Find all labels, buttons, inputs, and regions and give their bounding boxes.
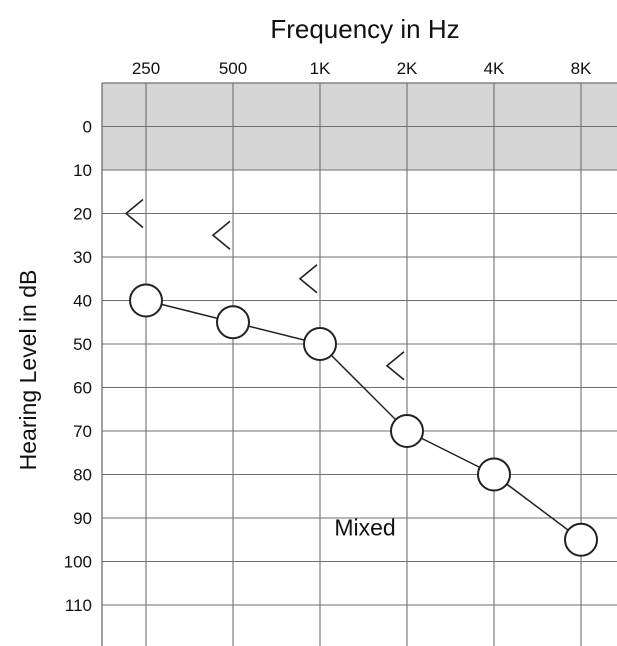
circle-marker [303,327,337,361]
bone-conduction-marker [124,198,144,229]
circle-marker [390,414,424,448]
y-tick-label: 10 [73,161,92,180]
y-tick-label: 20 [73,205,92,224]
y-tick-label: 40 [73,292,92,311]
circle-marker [564,522,598,557]
x-tick-labels: 250 500 1K 2K 4K 8K [132,59,592,78]
circle-marker [216,305,250,340]
x-tick-label: 2K [397,59,418,78]
circle-marker [477,457,511,492]
y-tick-label: 60 [73,379,92,398]
series-line-segment [493,473,582,541]
y-tick-label: 0 [83,118,92,137]
series-line-segment [319,343,408,432]
bone-conduction-marker [211,220,231,250]
y-tick-label: 90 [73,509,92,528]
circle-marker [129,283,163,318]
chart-title: Frequency in Hz [270,14,459,44]
y-tick-label: 80 [73,466,92,485]
x-tick-label: 1K [310,59,331,78]
x-tick-label: 500 [219,59,247,78]
y-tick-label: 110 [65,596,92,615]
y-tick-label: 50 [73,335,92,354]
annotation-mixed: Mixed [334,515,395,541]
y-tick-labels: 0 10 20 30 40 50 60 70 80 90 100 110 [64,118,92,616]
y-axis-label: Hearing Level in dB [15,270,41,471]
y-tick-label: 30 [73,248,92,267]
bone-conduction-marker [298,264,318,294]
x-tick-label: 250 [132,59,160,78]
series-group [124,198,598,557]
x-tick-label: 8K [571,59,592,78]
bone-conduction-marker [385,351,405,381]
x-tick-label: 4K [484,59,505,78]
y-tick-label: 70 [73,422,92,441]
y-tick-label: 100 [64,553,92,572]
